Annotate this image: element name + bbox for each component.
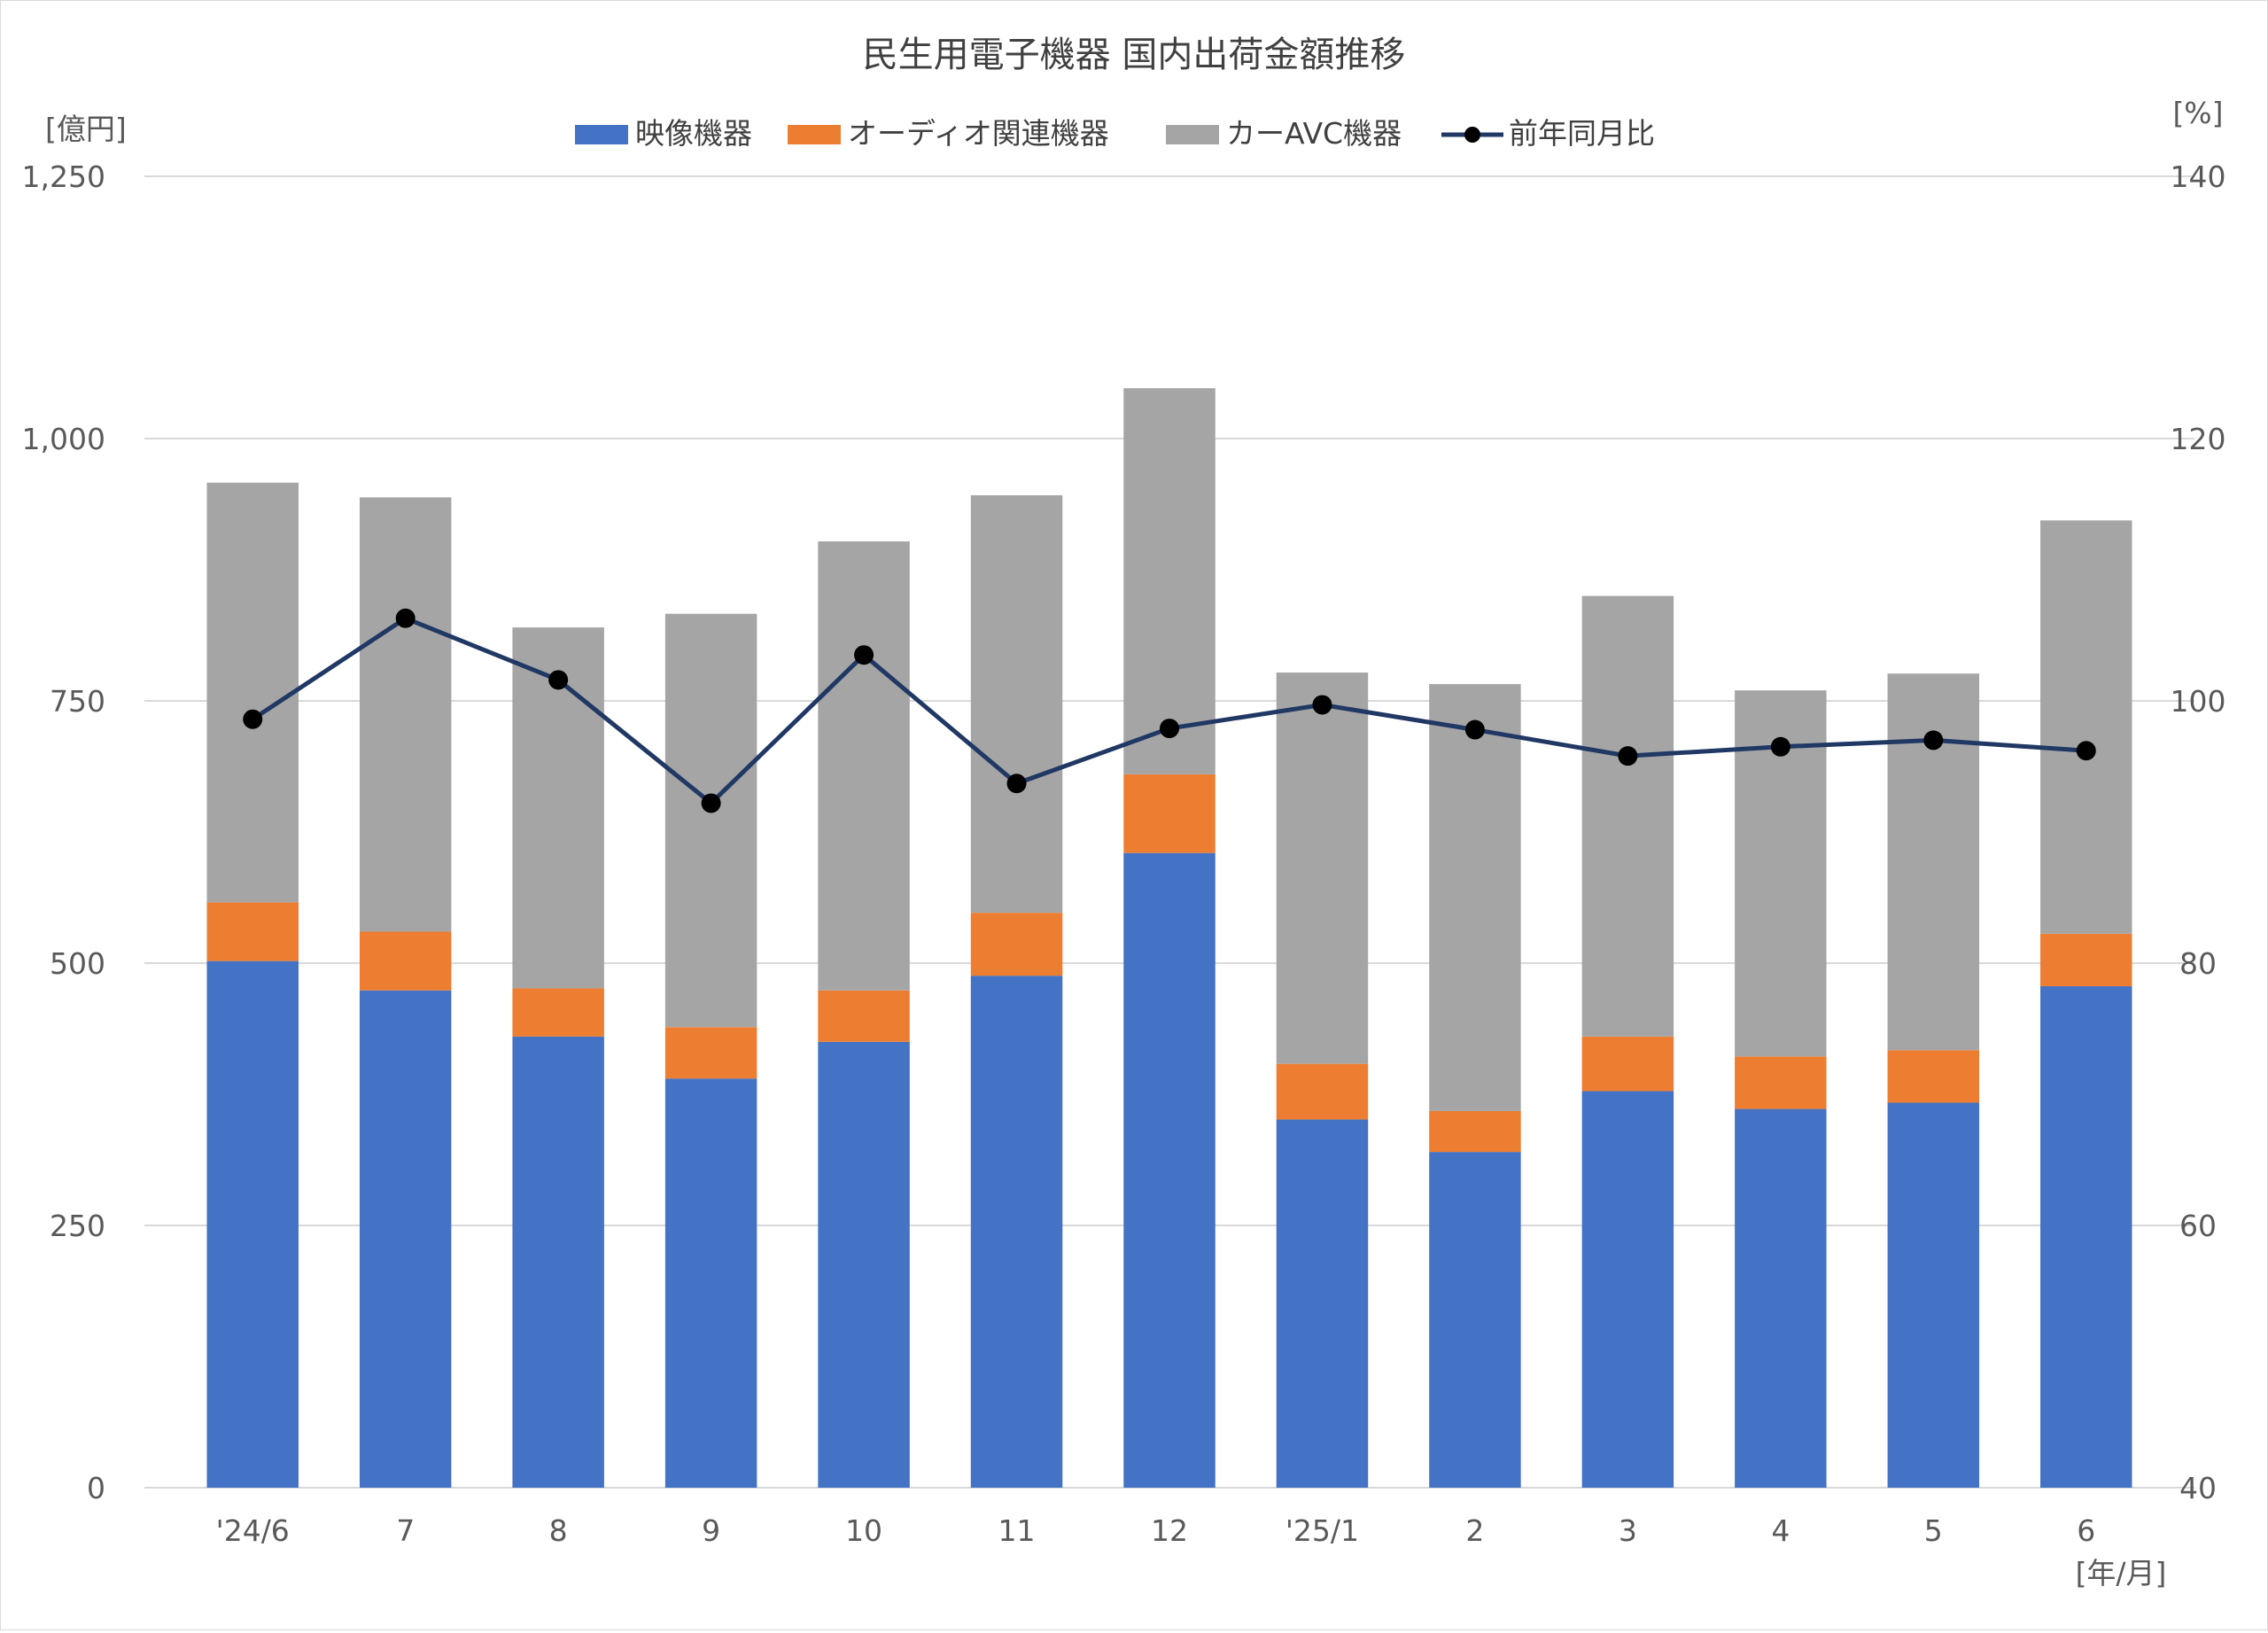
bar-video [1123, 852, 1216, 1488]
bar-video [818, 1041, 910, 1488]
x-tick-label: '25/1 [1285, 1513, 1359, 1548]
bar-audio [970, 913, 1063, 976]
y-axis-right: 40 60 80 100 120 140 [2171, 159, 2226, 1505]
yoy-point [1312, 695, 1332, 715]
bar-car-avc [2040, 520, 2132, 934]
legend-marker-yoy [1464, 127, 1480, 143]
bar-car-avc [664, 613, 757, 1028]
yoy-point [854, 645, 874, 665]
bar-car-avc [818, 541, 910, 991]
y-right-tick-label: 60 [2179, 1209, 2217, 1243]
bar-audio [1887, 1050, 1980, 1103]
chart-title: 民生用電子機器 国内出荷金額推移 [863, 35, 1406, 75]
bar-video [1429, 1152, 1521, 1488]
bar-car-avc [1123, 388, 1216, 774]
bar-audio [1735, 1056, 1827, 1109]
bar-video [664, 1078, 757, 1488]
yoy-point [1464, 719, 1485, 740]
x-tick-label: 9 [702, 1513, 720, 1548]
x-tick-label: 7 [396, 1513, 415, 1548]
bar-video [1887, 1102, 1980, 1488]
x-tick-label: 11 [998, 1513, 1036, 1548]
x-tick-label: 2 [1465, 1513, 1484, 1548]
yoy-point [1160, 719, 1179, 739]
yoy-point [395, 608, 416, 628]
y-left-tick-label: 500 [50, 946, 105, 981]
legend-swatch-car-avc [1166, 125, 1219, 144]
x-tick-label: 5 [1924, 1513, 1943, 1548]
yoy-point [243, 709, 263, 729]
x-axis-unit: [年/月] [2076, 1556, 2167, 1590]
bar-audio [1581, 1036, 1674, 1092]
bar-video [2040, 986, 2132, 1488]
bar-car-avc [970, 494, 1063, 914]
y-left-tick-label: 0 [87, 1471, 105, 1505]
bar-audio [1429, 1110, 1521, 1153]
legend-swatch-audio [788, 125, 841, 144]
bar-video [359, 990, 452, 1488]
x-tick-label: 10 [845, 1513, 882, 1548]
bar-video [1581, 1091, 1674, 1488]
yoy-point [1006, 774, 1027, 794]
yoy-point [701, 793, 721, 813]
bar-audio [359, 931, 452, 991]
x-tick-label: '24/6 [216, 1513, 290, 1548]
bar-audio [664, 1027, 757, 1079]
y-left-tick-label: 1,000 [22, 422, 105, 456]
bar-car-avc [1887, 673, 1980, 1051]
legend-swatch-video [575, 125, 628, 144]
y-axis-left: 0 250 500 750 1,000 1,250 [22, 159, 105, 1505]
y-axis-left-unit: [億円] [45, 112, 127, 146]
y-left-tick-label: 1,250 [22, 159, 105, 194]
bar-video [512, 1036, 604, 1488]
y-left-tick-label: 250 [50, 1209, 105, 1243]
legend-label-yoy: 前年同月比 [1509, 116, 1655, 151]
y-right-tick-label: 140 [2171, 159, 2226, 194]
legend-label-car-avc: カーAVC機器 [1226, 116, 1402, 151]
bar-video [970, 976, 1063, 1488]
bar-audio [818, 990, 910, 1042]
x-tick-label: 4 [1771, 1513, 1790, 1548]
yoy-line [243, 608, 2096, 813]
bar-audio [512, 988, 604, 1037]
bar-car-avc [359, 497, 452, 932]
bar-car-avc [1429, 684, 1521, 1111]
x-tick-label: 6 [2077, 1513, 2095, 1548]
x-tick-label: 3 [1619, 1513, 1637, 1548]
bar-audio [1123, 774, 1216, 853]
x-axis: '24/6 7 8 9 10 11 12 '25/1 2 3 4 5 6 [216, 1513, 2096, 1548]
bar-car-avc [206, 482, 299, 903]
y-right-tick-label: 40 [2179, 1471, 2217, 1505]
bar-car-avc [1276, 673, 1369, 1064]
bar-video [206, 960, 299, 1488]
yoy-point [548, 670, 569, 690]
bars [206, 388, 2132, 1488]
legend: 映像機器 オーディオ関連機器 カーAVC機器 前年同月比 [575, 116, 1655, 151]
yoy-point [1618, 746, 1638, 766]
x-tick-label: 8 [549, 1513, 568, 1548]
y-right-tick-label: 120 [2171, 422, 2226, 456]
legend-label-video: 映像機器 [635, 116, 752, 151]
y-left-tick-label: 750 [50, 684, 105, 719]
yoy-point [1923, 730, 1944, 750]
bar-audio [206, 902, 299, 961]
yoy-point [2076, 741, 2096, 761]
y-right-tick-label: 80 [2179, 946, 2217, 981]
x-tick-label: 12 [1151, 1513, 1188, 1548]
bar-video [1276, 1119, 1369, 1488]
y-axis-right-unit: [%] [2172, 96, 2223, 130]
yoy-point [1770, 736, 1790, 757]
bar-car-avc [1581, 595, 1674, 1037]
y-right-tick-label: 100 [2171, 684, 2226, 719]
bar-audio [2040, 933, 2132, 987]
bar-video [1735, 1108, 1827, 1488]
bar-audio [1276, 1063, 1369, 1120]
legend-label-audio: オーディオ関連機器 [848, 116, 1109, 151]
